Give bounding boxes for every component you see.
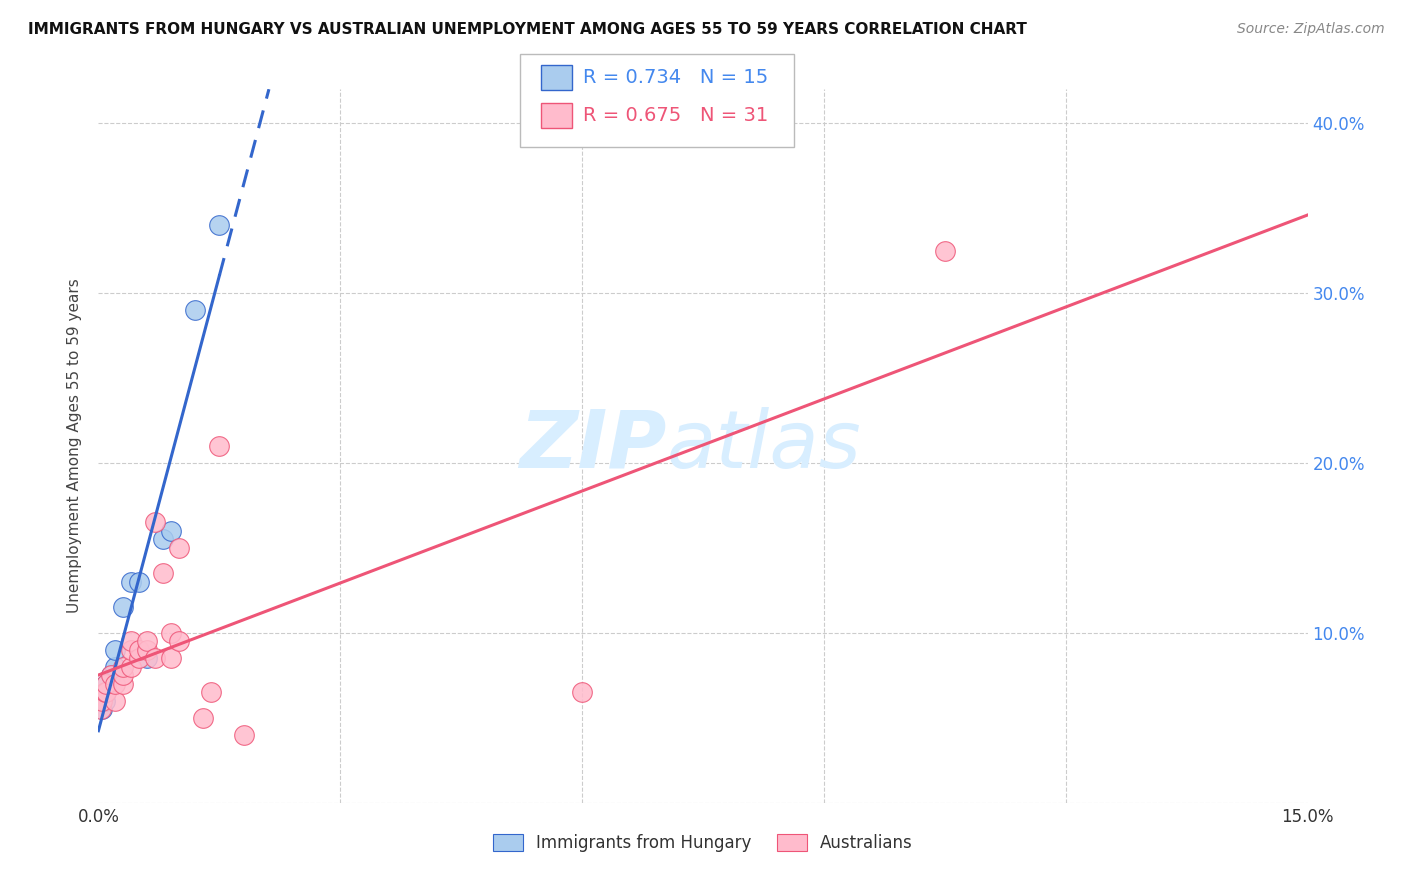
Point [143, 516, 166, 530]
Point [135, 634, 157, 648]
Point [90, 702, 112, 716]
Point [135, 651, 157, 665]
Point [120, 574, 142, 589]
Point [120, 634, 142, 648]
Point [120, 660, 142, 674]
Point [208, 218, 231, 232]
Point [96, 685, 118, 699]
Point [94, 694, 117, 708]
Point [232, 728, 254, 742]
Text: Source: ZipAtlas.com: Source: ZipAtlas.com [1237, 22, 1385, 37]
Point [135, 643, 157, 657]
Y-axis label: Unemployment Among Ages 55 to 59 years: Unemployment Among Ages 55 to 59 years [67, 278, 83, 614]
Point [143, 651, 166, 665]
Point [160, 651, 183, 665]
Point [120, 643, 142, 657]
Text: ZIP: ZIP [519, 407, 666, 485]
Point [208, 439, 231, 453]
Point [103, 643, 125, 657]
Point [167, 541, 190, 555]
Point [96, 677, 118, 691]
Text: IMMIGRANTS FROM HUNGARY VS AUSTRALIAN UNEMPLOYMENT AMONG AGES 55 TO 59 YEARS COR: IMMIGRANTS FROM HUNGARY VS AUSTRALIAN UN… [28, 22, 1026, 37]
Point [152, 566, 174, 581]
Point [91, 702, 114, 716]
Point [128, 574, 150, 589]
Text: atlas: atlas [666, 407, 862, 485]
Point [934, 244, 956, 258]
Point [128, 643, 150, 657]
Point [167, 634, 190, 648]
Point [103, 694, 125, 708]
Point [152, 533, 174, 547]
Point [96, 677, 118, 691]
Text: R = 0.675   N = 31: R = 0.675 N = 31 [583, 106, 769, 126]
Point [111, 677, 134, 691]
Point [100, 668, 122, 682]
Point [103, 660, 125, 674]
Point [94, 685, 117, 699]
Point [193, 711, 215, 725]
Point [128, 651, 150, 665]
Text: R = 0.734   N = 15: R = 0.734 N = 15 [583, 68, 769, 87]
Point [100, 668, 122, 682]
Point [111, 600, 134, 615]
Point [184, 303, 207, 318]
Point [160, 524, 183, 538]
Point [111, 660, 134, 674]
Point [96, 685, 118, 699]
Point [91, 694, 114, 708]
Point [103, 677, 125, 691]
Point [111, 668, 134, 682]
Point [200, 685, 222, 699]
Point [571, 685, 593, 699]
Legend: Immigrants from Hungary, Australians: Immigrants from Hungary, Australians [486, 827, 920, 859]
Point [160, 626, 183, 640]
